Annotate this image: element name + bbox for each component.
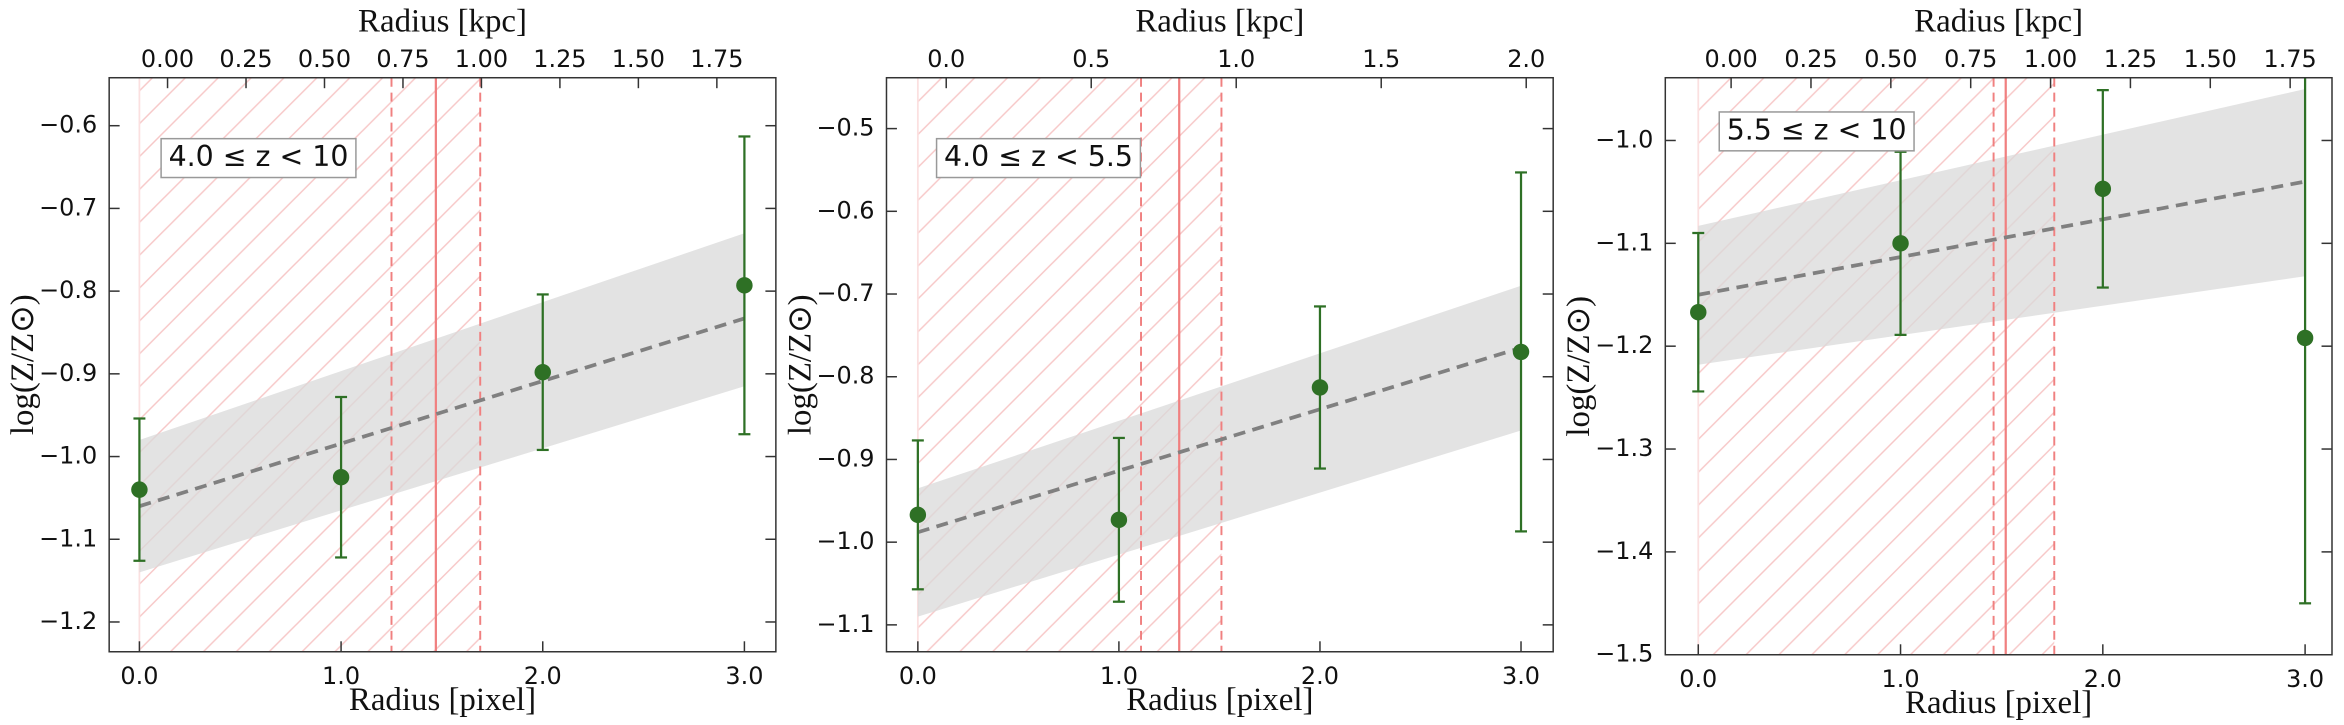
x2-axis-label: Radius [kpc] — [1135, 3, 1304, 39]
x2-tick-label: 0.00 — [1704, 45, 1757, 73]
data-point — [2094, 180, 2112, 198]
x2-tick-label: 0.25 — [219, 45, 272, 73]
data-point — [534, 363, 551, 381]
y-tick-label: −0.5 — [816, 114, 874, 142]
fit-line — [138, 316, 745, 508]
x2-tick-label: 1.25 — [533, 45, 586, 73]
y-axis-label: log(Z/Z⊙) — [782, 294, 818, 435]
y-tick-label: −1.0 — [39, 442, 97, 470]
x2-tick-label: 0.00 — [141, 45, 194, 73]
x-tick-label: 0.0 — [120, 662, 158, 690]
x-axis-label: Radius [pixel] — [1126, 682, 1313, 718]
y-tick-label: −0.9 — [39, 359, 97, 387]
y-tick-label: −1.4 — [1595, 537, 1653, 565]
x2-tick-label: 0.0 — [927, 45, 965, 73]
x2-tick-label: 2.0 — [1507, 45, 1545, 73]
annotation-box — [935, 137, 1142, 179]
axes-frame — [1664, 76, 2333, 656]
x2-tick-label: 1.00 — [2024, 45, 2077, 73]
data-point — [1110, 511, 1128, 529]
x2-tick-label: 1.25 — [2104, 45, 2157, 73]
x-axis-label: Radius [pixel] — [1905, 685, 2092, 721]
x2-tick-label: 0.50 — [298, 45, 351, 73]
annotation: 5.5 ≤ z < 10 — [1727, 113, 1907, 146]
y-tick-label: −0.7 — [816, 279, 874, 307]
x-tick-label: 1.0 — [1100, 662, 1138, 690]
axes-frame — [108, 76, 777, 653]
confidence-band — [139, 233, 745, 573]
y-tick-label: −1.1 — [816, 610, 874, 638]
x2-tick-label: 1.50 — [612, 45, 665, 73]
y-tick-label: −1.0 — [816, 527, 874, 555]
y-tick-label: −0.6 — [816, 196, 874, 224]
y-axis-label: log(Z/Z⊙) — [1561, 296, 1597, 437]
annotation-box — [160, 137, 357, 179]
x2-tick-label: 0.5 — [1072, 45, 1110, 73]
x2-axis-label: Radius [kpc] — [358, 3, 527, 39]
y-tick-label: −1.1 — [39, 524, 97, 552]
x2-tick-label: 1.00 — [455, 45, 508, 73]
fit-line — [917, 345, 1522, 535]
x2-tick-label: 0.25 — [1784, 45, 1837, 73]
y-tick-label: −0.7 — [39, 193, 97, 221]
x-axis-label: Radius [pixel] — [349, 682, 536, 718]
y-axis-label: log(Z/Z⊙) — [5, 294, 41, 435]
data-point — [909, 506, 927, 524]
data-point — [1311, 379, 1329, 396]
data-point — [2296, 329, 2314, 347]
y-tick-label: −1.5 — [1595, 640, 1653, 668]
data-point — [131, 481, 148, 498]
y-tick-label: −0.8 — [39, 276, 97, 304]
x-tick-label: 3.0 — [2286, 665, 2324, 693]
data-point — [1690, 304, 1707, 321]
x2-tick-label: 1.75 — [690, 45, 743, 73]
x-tick-label: 1.0 — [1882, 665, 1920, 693]
data-point — [1892, 235, 1909, 252]
y-tick-label: −1.1 — [1595, 228, 1653, 256]
x-tick-label: 3.0 — [725, 662, 763, 690]
y-tick-label: −1.0 — [1595, 125, 1653, 153]
y-tick-label: −1.2 — [39, 607, 97, 635]
x2-tick-label: 1.75 — [2264, 45, 2317, 73]
x2-tick-label: 1.50 — [2184, 45, 2237, 73]
x2-tick-label: 0.50 — [1864, 45, 1917, 73]
annotation: 4.0 ≤ z < 5.5 — [944, 140, 1133, 173]
y-tick-label: −0.8 — [816, 362, 874, 390]
x2-tick-label: 1.5 — [1362, 45, 1400, 73]
confidence-band — [1698, 89, 2306, 365]
y-tick-label: −1.3 — [1595, 434, 1653, 462]
x-tick-label: 3.0 — [1502, 662, 1540, 690]
x2-tick-label: 0.75 — [376, 45, 429, 73]
y-tick-label: −1.2 — [1595, 331, 1653, 359]
x-tick-label: 0.0 — [899, 662, 937, 690]
plot-area — [1690, 77, 2314, 655]
x2-tick-label: 0.75 — [1944, 45, 1997, 73]
y-tick-label: −0.9 — [816, 444, 874, 472]
annotation-box — [1718, 111, 1915, 152]
x2-tick-label: 1.0 — [1217, 45, 1255, 73]
x-tick-label: 0.0 — [1679, 665, 1717, 693]
data-point — [1512, 343, 1530, 361]
y-tick-label: −0.6 — [39, 111, 97, 139]
x-tick-label: 2.0 — [524, 662, 562, 690]
x2-axis-label: Radius [kpc] — [1914, 3, 2083, 39]
confidence-band — [917, 285, 1522, 617]
annotation: 4.0 ≤ z < 10 — [169, 140, 349, 173]
x-tick-label: 2.0 — [2084, 665, 2122, 693]
axes-frame — [885, 76, 1554, 653]
x-tick-label: 1.0 — [322, 662, 360, 690]
x-tick-label: 2.0 — [1301, 662, 1339, 690]
fit-line — [1697, 179, 2306, 297]
data-point — [332, 469, 350, 486]
data-point — [736, 277, 753, 294]
